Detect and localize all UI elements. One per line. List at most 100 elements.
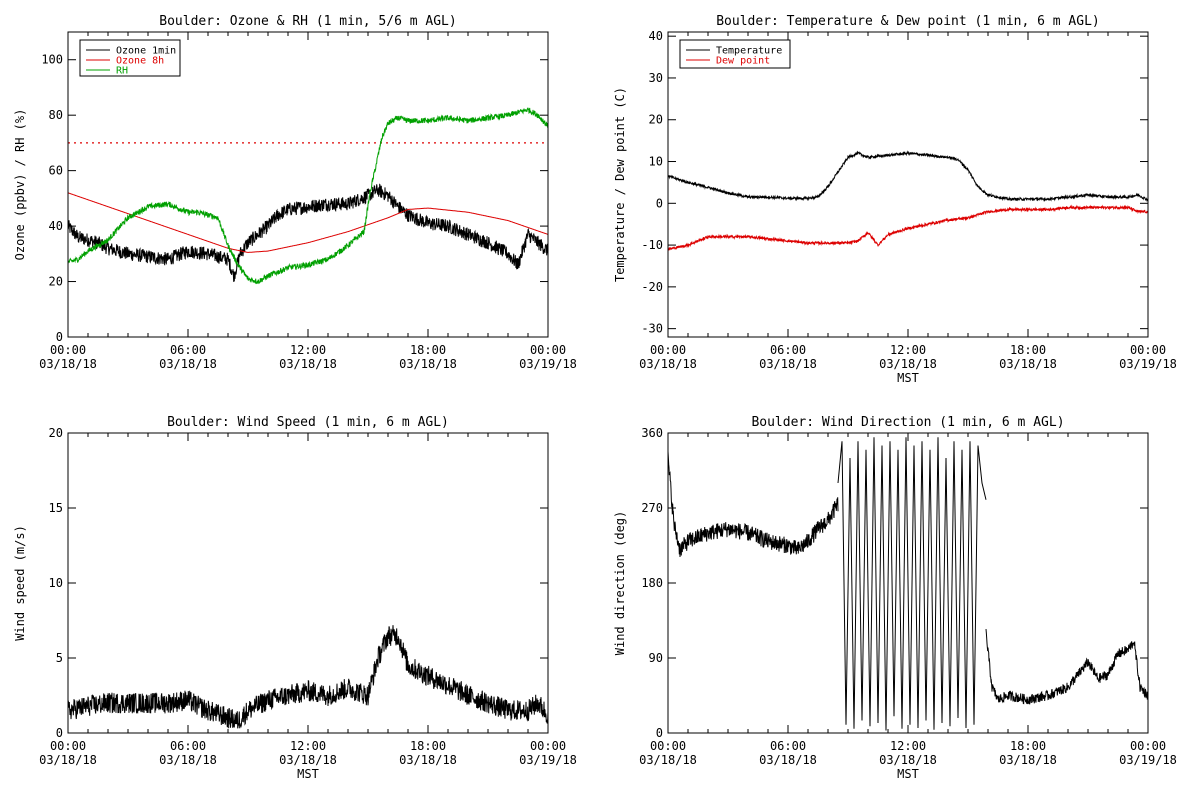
- series-line-dew-point: [668, 204, 1148, 252]
- chart-panel-temp_dew: Boulder: Temperature & Dew point (1 min,…: [613, 14, 1177, 385]
- x-tick-date-label: 03/19/18: [1119, 357, 1177, 371]
- y-tick-label: 40: [649, 29, 663, 43]
- x-tick-date-label: 03/18/18: [399, 357, 457, 371]
- x-tick-date-label: 03/18/18: [399, 753, 457, 767]
- plot-frame: [667, 432, 1149, 734]
- x-tick-date-label: 03/18/18: [159, 357, 217, 371]
- y-tick-label: 15: [49, 501, 63, 515]
- series-line-ozone-8h: [68, 192, 548, 253]
- series-line-2-0: [68, 625, 548, 729]
- x-axis-label: MST: [897, 767, 919, 781]
- x-tick-time-label: 18:00: [410, 739, 446, 753]
- y-tick-label: 20: [49, 426, 63, 440]
- y-tick-label: 0: [656, 196, 663, 210]
- x-tick-time-label: 12:00: [890, 343, 926, 357]
- y-tick-label: 5: [56, 651, 63, 665]
- y-tick-label: 90: [649, 651, 663, 665]
- x-tick-date-label: 03/18/18: [39, 357, 97, 371]
- x-tick-time-label: 18:00: [1010, 739, 1046, 753]
- x-tick-date-label: 03/18/18: [279, 753, 337, 767]
- x-tick-time-label: 00:00: [650, 739, 686, 753]
- x-tick-time-label: 18:00: [1010, 343, 1046, 357]
- y-tick-label: 0: [656, 726, 663, 740]
- x-tick-time-label: 06:00: [170, 739, 206, 753]
- plot-frame: [67, 31, 549, 338]
- y-tick-label: 60: [49, 164, 63, 178]
- legend-entry: Ozone 8h: [116, 56, 164, 67]
- series-line-ozone-1min: [68, 183, 548, 282]
- y-tick-label: 0: [56, 330, 63, 344]
- y-axis-label: Ozone (ppbv) / RH (%): [13, 109, 27, 261]
- x-tick-time-label: 06:00: [770, 739, 806, 753]
- y-tick-label: -30: [641, 322, 663, 336]
- plot-frame: [67, 432, 549, 734]
- chart-panel-ozone_rh: Boulder: Ozone & RH (1 min, 5/6 m AGL) 0 2…: [13, 14, 577, 371]
- x-tick-date-label: 03/18/18: [759, 753, 817, 767]
- legend-entry: Temperature: [716, 46, 782, 57]
- x-tick-time-label: 06:00: [770, 343, 806, 357]
- y-tick-label: 10: [49, 576, 63, 590]
- legend-entry: Dew point: [716, 56, 770, 67]
- chart-title: Boulder: Ozone & RH (1 min, 5/6 m AGL): [159, 14, 456, 29]
- x-tick-time-label: 00:00: [650, 343, 686, 357]
- x-tick-date-label: 03/18/18: [639, 753, 697, 767]
- plot-frame: [667, 31, 1149, 338]
- x-tick-date-label: 03/18/18: [639, 357, 697, 371]
- x-tick-time-label: 12:00: [290, 739, 326, 753]
- x-tick-date-label: 03/18/18: [999, 357, 1057, 371]
- x-tick-time-label: 00:00: [1130, 343, 1166, 357]
- y-axis-label: Temperature / Dew point (C): [613, 87, 627, 282]
- y-tick-label: 10: [649, 155, 663, 169]
- chart-title: Boulder: Temperature & Dew point (1 min,…: [716, 14, 1100, 29]
- x-tick-date-label: 03/18/18: [879, 357, 937, 371]
- x-tick-time-label: 06:00: [170, 343, 206, 357]
- series-line-3-0: [668, 451, 839, 558]
- chart-panel-wind_speed: Boulder: Wind Speed (1 min, 6 m AGL) 0 5 10…: [13, 415, 577, 781]
- x-tick-date-label: 03/18/18: [279, 357, 337, 371]
- x-axis-label: MST: [897, 371, 919, 385]
- x-tick-date-label: 03/18/18: [879, 753, 937, 767]
- y-tick-label: -20: [641, 280, 663, 294]
- legend-entry: RH: [116, 66, 128, 77]
- x-tick-time-label: 12:00: [890, 739, 926, 753]
- y-tick-label: 30: [649, 71, 663, 85]
- chart-title: Boulder: Wind Speed (1 min, 6 m AGL): [167, 415, 449, 430]
- x-tick-time-label: 00:00: [50, 739, 86, 753]
- y-tick-label: 0: [56, 726, 63, 740]
- series-line-3-1: [837, 437, 987, 731]
- series-line-rh: [68, 107, 548, 285]
- x-tick-date-label: 03/18/18: [39, 753, 97, 767]
- y-axis-label: Wind direction (deg): [613, 511, 627, 656]
- y-tick-label: 100: [41, 53, 63, 67]
- y-tick-label: -10: [641, 238, 663, 252]
- y-tick-label: 270: [641, 501, 663, 515]
- series-line-temperature: [668, 150, 1148, 203]
- series-line-3-2: [985, 629, 1148, 705]
- x-tick-time-label: 00:00: [1130, 739, 1166, 753]
- x-tick-date-label: 03/19/18: [519, 357, 577, 371]
- x-tick-time-label: 00:00: [530, 343, 566, 357]
- x-tick-date-label: 03/18/18: [999, 753, 1057, 767]
- y-tick-label: 360: [641, 426, 663, 440]
- x-tick-date-label: 03/18/18: [759, 357, 817, 371]
- chart-title: Boulder: Wind Direction (1 min, 6 m AGL): [751, 415, 1064, 430]
- x-tick-time-label: 00:00: [530, 739, 566, 753]
- y-axis-label: Wind speed (m/s): [13, 525, 27, 641]
- legend-entry: Ozone 1min: [116, 46, 176, 57]
- x-axis-label: MST: [297, 767, 319, 781]
- y-tick-label: 40: [49, 219, 63, 233]
- y-tick-label: 20: [49, 275, 63, 289]
- x-tick-date-label: 03/19/18: [519, 753, 577, 767]
- chart-panel-wind_dir: Boulder: Wind Direction (1 min, 6 m AGL)…: [613, 415, 1177, 781]
- x-tick-time-label: 12:00: [290, 343, 326, 357]
- y-tick-label: 20: [649, 113, 663, 127]
- y-tick-label: 180: [641, 576, 663, 590]
- x-tick-time-label: 18:00: [410, 343, 446, 357]
- x-tick-date-label: 03/18/18: [159, 753, 217, 767]
- x-tick-date-label: 03/19/18: [1119, 753, 1177, 767]
- x-tick-time-label: 00:00: [50, 343, 86, 357]
